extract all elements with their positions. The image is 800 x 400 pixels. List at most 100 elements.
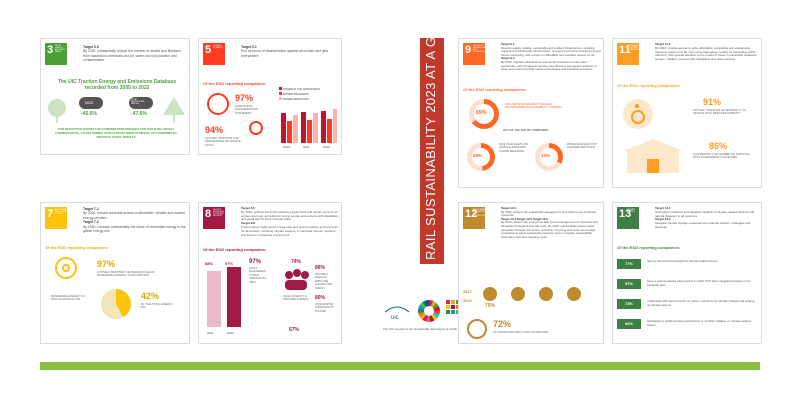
sdg3-title: GOOD HEALTH AND WELL-BEING	[55, 45, 66, 53]
sdg7-pie	[101, 289, 131, 319]
sdg8-title: DECENT WORK AND ECONOMIC GROWTH	[213, 209, 224, 217]
tree-icon	[47, 99, 67, 123]
sdg3-headline: The UIC Traction Energy and Emissions Da…	[57, 79, 177, 91]
sdg11-of-label: Of the ESG reporting companies:	[617, 83, 681, 88]
sdg11-pct1-text: ACTIVELY MONITOR ACCESSIBILITY TO PEOPLE…	[693, 108, 747, 116]
bar	[287, 121, 292, 143]
list-item: 66% participate in public-private partne…	[617, 319, 757, 329]
sdg8-pct-b-text: HAVE A DIVERSITY & INCLUSION STRATEGY	[283, 295, 310, 302]
footer-tagline: The UIC support to the Sustainable Devel…	[383, 327, 458, 331]
list-item: 57% have a science-based target active i…	[617, 279, 757, 289]
sdg8-pct-a-text: HAVE A MANAGEMENT SYSTEM CERTIFIED ISO 4…	[249, 267, 267, 284]
bottom-green-strip	[40, 362, 760, 370]
recycle-icon	[467, 319, 487, 339]
sdg8-pct-c: 86%	[315, 265, 326, 271]
sdg7-panel: 7 AFFORDABLE AND CLEAN ENERGY Target 7.1…	[40, 202, 190, 344]
sdg9-ring-2: 48%	[467, 143, 495, 171]
sdg5-legend: WOMEN IN THE WORKFORCE WOMEN MANAGERS WO…	[279, 87, 339, 102]
list-item: 77% have a board level oversight of clim…	[617, 259, 757, 269]
sdg5-bar-chart	[279, 103, 337, 143]
list-item: 73% collaborate with governments on poli…	[617, 299, 757, 309]
sdg5-pct1: 97%	[235, 93, 254, 103]
sdg5-target: Target 5.1 End all forms of discriminatio…	[241, 45, 329, 58]
bar	[301, 112, 306, 143]
pm-value: -47.6%	[131, 111, 147, 117]
sdg8-pct-e: 67%	[289, 327, 300, 333]
sdg8-pct-a: 97%	[249, 259, 262, 265]
sdg13-of-label: Of the ESG reporting companies:	[617, 245, 681, 250]
sdg13-panel: 13 CLIMATE ACTION Target 13.1 Strengthen …	[612, 202, 762, 344]
sdg8-pct-d-text: HAVE ADOPTED HUMAN RIGHTS POLICIES	[315, 303, 334, 313]
sdg12-years: 2017 2022	[463, 289, 472, 303]
sdg12-icons-row	[483, 287, 601, 307]
sdg8-panel: 8 DECENT WORK AND ECONOMIC GROWTH Target…	[198, 202, 342, 344]
bar	[327, 119, 332, 143]
sdg8-target: Target 8.5 By 2030, achieve full and prod…	[241, 206, 339, 237]
sdg9-panel: 9 INDUSTRY, INNOVATION AND INFRASTRUCTUR…	[458, 38, 604, 188]
sdg8-badge: 8	[203, 207, 225, 229]
cloud-icon: NO2	[79, 97, 103, 109]
search-icon	[249, 121, 263, 135]
sdg7-pct1-text: ACTIVELY MONITOR THE PERCENTAGE OF RENEW…	[97, 270, 156, 278]
sdg8-bar-chart: 88% 97% 2021 2022	[205, 261, 245, 335]
bar	[313, 113, 318, 143]
sdg11-pct2: 86%	[709, 141, 728, 151]
sdg11-pct1: 91%	[703, 97, 722, 107]
sdg8-of-label: Of the ESG reporting companies:	[203, 247, 267, 252]
bar	[281, 113, 286, 143]
sdg5-panel: 5 GENDER EQUALITY Target 5.1 End all form…	[198, 38, 342, 155]
sdg8-pct-c-text: PROVIDE A REGULAR EMPLOYEE SATISFACTION …	[315, 273, 333, 290]
cloud-icon: TOTAL PARTICULATE MATTER	[129, 97, 153, 109]
bar	[333, 109, 337, 143]
title-banner	[420, 38, 444, 264]
sdg3-badge: 3	[45, 43, 67, 65]
sdg12-target: Target 12.2 By 2030, achieve the sustaina…	[501, 206, 598, 239]
sdg9-title: INDUSTRY, INNOVATION AND INFRASTRUCTURE	[473, 45, 492, 53]
no2-value: -45.6%	[81, 111, 97, 117]
wheelchair-icon	[623, 99, 653, 129]
sdg9-target: Target 9.1 Develop quality, reliable, sus…	[501, 42, 601, 72]
sdg12-badge: 12	[463, 207, 485, 229]
sdg3-footnote: THIS REDUCTION ACROSS THE COMBINED PERFO…	[55, 127, 177, 139]
sdg11-title: SUSTAINABLE CITIES AND COMMUNITIES	[627, 45, 642, 51]
people-icon	[281, 267, 311, 293]
sdg11-target: Target 11.2 By 2030, provide access to sa…	[655, 42, 758, 62]
sdg5-title: GENDER EQUALITY	[213, 45, 223, 49]
sdg9-badge: 9	[463, 43, 485, 65]
bar	[227, 267, 241, 327]
bar	[207, 271, 221, 327]
sdg7-target: Target 7.1 By 2030, ensure universal acce…	[83, 207, 186, 234]
tree-icon	[163, 97, 185, 123]
sdg7-of-label: Of the ESG reporting companies:	[45, 245, 109, 250]
banner-title: RAIL SUSTAINABILITY 2023 AT A GLANCE	[423, 0, 438, 260]
sdg9-out-of: OUT OF THE 60% OF COMPANIES	[503, 128, 549, 132]
sdg13-target: Target 13.1 Strengthen resilience and ada…	[655, 206, 755, 229]
sdg9-of-label: Of the ESG reporting companies:	[463, 87, 527, 92]
sdg7-title: AFFORDABLE AND CLEAN ENERGY	[55, 209, 69, 215]
target-icon	[55, 257, 77, 279]
sdg11-badge: 11	[617, 43, 639, 65]
sdg12-pct1: 75%	[485, 303, 496, 309]
sdg5-pct2-text: ACTIVELY MONITOR THE PERCENTAGE OF FEMAL…	[205, 136, 241, 147]
uic-logo: uic	[382, 302, 412, 322]
sdg7-pct2: 42%	[141, 291, 160, 301]
person-icon	[207, 93, 229, 115]
bar	[293, 115, 298, 143]
sdg-wheel-logo	[418, 300, 440, 322]
sdg7-badge: 7	[45, 207, 67, 229]
sdg12-title: RESPONSIBLE CONSUMPTION AND PRODUCTION	[473, 209, 488, 217]
sdg9-pct2-text: HAVE TRAIN FLEETS AND ASSETS ALIGNED WIT…	[499, 143, 529, 153]
bar	[321, 111, 326, 143]
sdg5-badge: 5	[203, 43, 225, 65]
bar	[307, 120, 312, 143]
sdg8-pct-d: 80%	[315, 295, 326, 301]
sdg12-pct2-text: OF WASTE WAS RECYCLED OR REUSED	[493, 330, 548, 334]
sdg9-pct3-text: PRODUCE DESIGNS THAT CONSIDER ADAPTATION	[567, 143, 598, 150]
station-icon	[623, 139, 683, 175]
sdg7-pct1: 97%	[97, 259, 116, 269]
sdg13-title: CLIMATE ACTION	[627, 209, 636, 213]
sdg5-of-label: Of the ESG reporting companies:	[203, 81, 267, 86]
svg-text:uic: uic	[391, 315, 399, 321]
sdg5-pct2: 94%	[205, 125, 224, 135]
sdg11-pct2-text: CAN REPORT THE NUMBER OF STATIONS WITH A…	[693, 152, 750, 160]
